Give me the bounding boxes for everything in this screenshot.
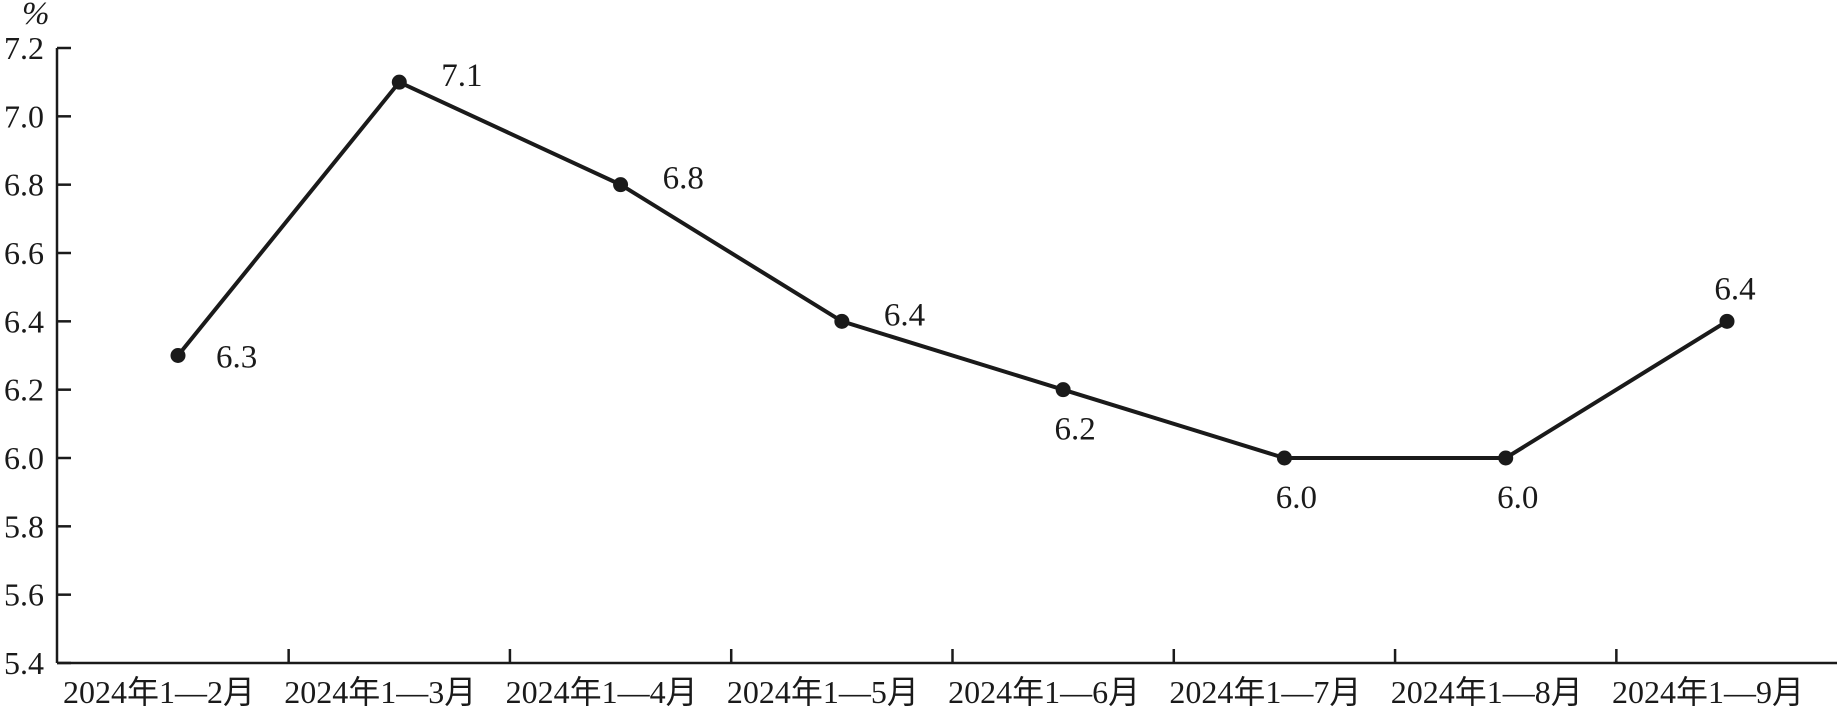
y-tick-label: 5.8 xyxy=(4,508,44,544)
x-axis-label: 2024年1—9月 xyxy=(1612,674,1804,710)
y-tick-label: 6.6 xyxy=(4,235,44,271)
data-point xyxy=(170,348,186,363)
data-point-label: 6.0 xyxy=(1497,480,1538,516)
data-point-label: 6.8 xyxy=(663,161,704,197)
y-tick-label: 6.4 xyxy=(4,303,44,339)
x-axis-label: 2024年1—3月 xyxy=(284,674,476,710)
data-line xyxy=(176,79,1729,460)
data-point xyxy=(1055,382,1071,398)
x-axis-label: 2024年1—7月 xyxy=(1169,674,1361,710)
y-tick-label: 6.0 xyxy=(4,440,44,476)
data-point-label: 6.2 xyxy=(1055,412,1096,448)
x-axis-label: 2024年1—6月 xyxy=(948,674,1140,710)
data-point-label: 6.3 xyxy=(216,340,257,376)
data-point-label: 7.1 xyxy=(441,58,482,94)
y-tick-label: 5.4 xyxy=(4,645,44,681)
x-axis-label: 2024年1—4月 xyxy=(506,674,698,710)
y-tick-label: 7.2 xyxy=(4,30,44,66)
y-tick-label: 7.0 xyxy=(4,98,44,134)
x-axis-label: 2024年1—2月 xyxy=(63,674,255,710)
y-tick-label: 6.8 xyxy=(4,167,44,203)
data-point xyxy=(1276,450,1292,466)
x-axis-label: 2024年1—8月 xyxy=(1391,674,1583,710)
data-point xyxy=(1498,450,1514,466)
data-point xyxy=(391,74,407,90)
y-tick-label: 5.6 xyxy=(4,577,44,613)
data-point-label: 6.0 xyxy=(1276,480,1317,516)
data-point xyxy=(834,313,850,329)
x-axis-label: 2024年1—5月 xyxy=(727,674,919,710)
data-point xyxy=(613,177,629,193)
y-tick-label: 6.2 xyxy=(4,372,44,408)
data-point-label: 6.4 xyxy=(1714,271,1755,307)
data-point-label: 6.4 xyxy=(884,297,925,333)
data-point xyxy=(1719,313,1735,329)
y-axis-unit-label: % xyxy=(22,0,50,32)
